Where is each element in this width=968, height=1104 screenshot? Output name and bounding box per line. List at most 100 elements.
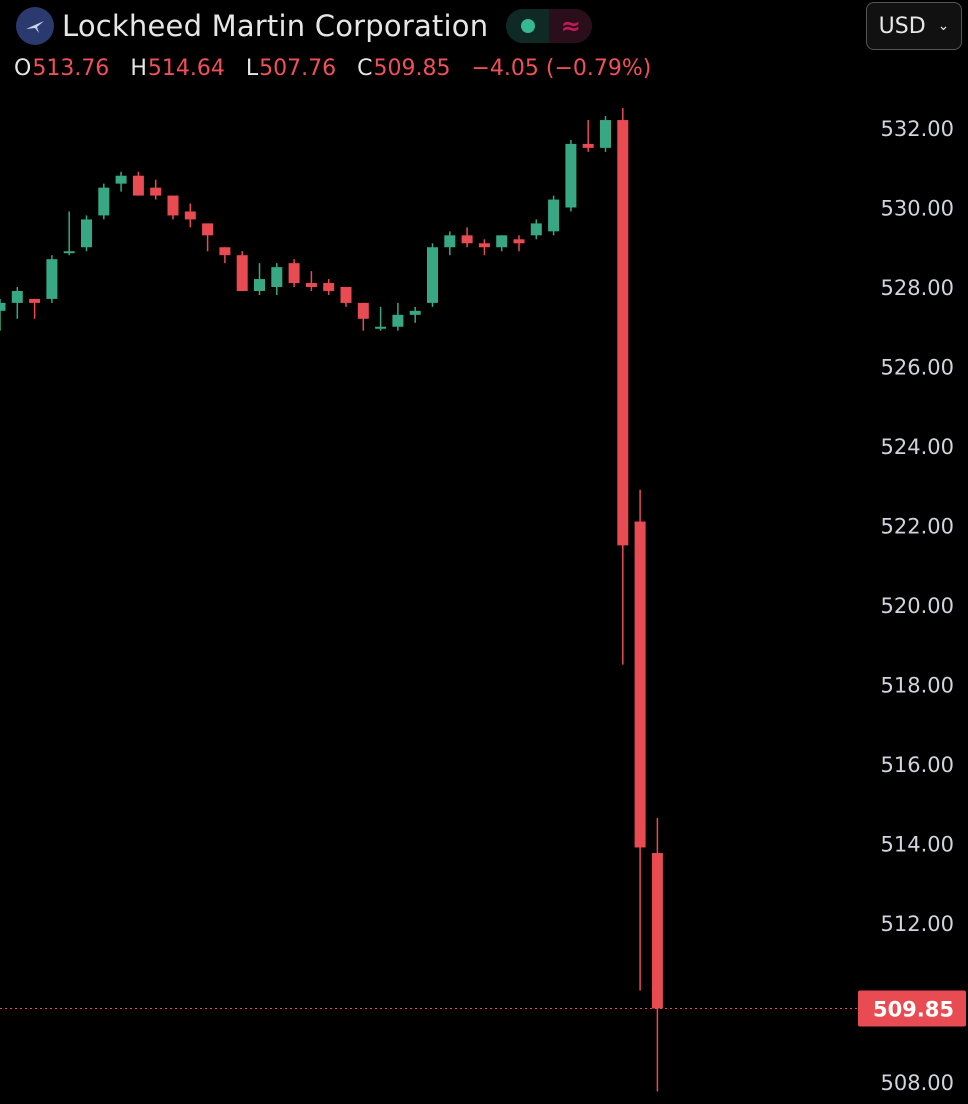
candle-body [81,219,92,248]
candle-body [582,143,594,148]
candle[interactable] [496,235,508,252]
candle-body [29,298,41,303]
candle[interactable] [219,247,231,264]
candle[interactable] [600,116,611,152]
candle-body [340,287,352,303]
candle[interactable] [375,306,387,331]
jet-icon [16,7,54,45]
close-label: C [357,56,373,81]
candle-body [548,199,560,232]
status-pill[interactable]: ≈ [506,9,593,43]
live-dot-icon [520,19,535,33]
candle[interactable] [167,195,179,220]
candle-body [132,175,144,196]
candles-layer [0,108,663,1092]
candle[interactable] [271,263,283,295]
candle[interactable] [63,211,75,256]
price-tick-label: 528.00 [881,276,954,300]
candle-body [496,235,508,248]
low-label: L [245,56,259,81]
candle[interactable] [98,183,110,220]
candle[interactable] [150,179,162,200]
candle[interactable] [530,219,542,240]
candle[interactable] [634,489,646,991]
candle[interactable] [548,195,560,236]
candle-body [288,263,300,284]
candle-body [617,120,629,546]
price-tick-label: 516.00 [881,753,954,777]
candle-body [254,279,265,291]
candle-body [565,143,577,208]
candle[interactable] [582,120,594,152]
candle-body [115,175,127,184]
candle-body [444,235,456,248]
candle[interactable] [184,203,196,228]
candle[interactable] [11,287,23,319]
candle[interactable] [392,302,404,331]
open-value: 513.76 [32,56,110,81]
candle[interactable] [323,279,335,295]
candle[interactable] [0,298,6,331]
candle-body [600,120,611,148]
candle[interactable] [651,818,663,1092]
last-price-layer: 509.85 [0,990,966,1027]
candle[interactable] [513,235,525,252]
candle-body [305,283,317,287]
candle-body [530,223,542,236]
candle[interactable] [132,171,144,196]
wave-icon: ≈ [560,12,581,40]
low-value: 507.76 [259,56,337,81]
change-value: −4.05 (−0.79%) [471,56,652,81]
candle[interactable] [115,171,127,192]
candle[interactable] [46,255,58,303]
last-price-label: 509.85 [873,997,954,1021]
candle-body [634,521,646,848]
candle[interactable] [305,271,317,291]
candle[interactable] [202,223,214,252]
candle[interactable] [409,306,421,323]
candle-body [150,187,162,196]
candle-body [357,302,369,319]
candle[interactable] [236,251,248,291]
close-value: 509.85 [373,56,451,81]
price-tick-label: 522.00 [881,515,954,539]
open-label: O [14,56,32,81]
candle-body [323,283,335,291]
symbol-title[interactable]: Lockheed Martin Corporation [62,9,489,43]
candle-body [271,267,283,287]
candle-body [392,314,404,327]
last-price-badge [858,990,966,1027]
price-tick-label: 520.00 [881,594,954,618]
candle[interactable] [461,227,473,248]
price-axis[interactable]: 532.00 530.00 528.00 526.00 524.00 522.00 520.… [881,117,954,1095]
candle[interactable] [81,215,92,252]
candle-body [184,211,196,220]
chevron-down-icon: ⌄ [937,18,950,34]
candle-body [478,243,490,248]
candle[interactable] [357,302,369,331]
candle[interactable] [254,263,265,295]
candle-body [202,223,214,236]
price-tick-label: 518.00 [881,674,954,698]
candle-body [513,239,525,244]
candle[interactable] [29,298,41,319]
candle[interactable] [340,287,352,307]
candle[interactable] [427,243,438,307]
candle-body [0,302,6,311]
price-tick-label: 524.00 [881,435,954,459]
candle[interactable] [478,239,490,256]
candle-body [98,187,110,216]
price-tick-label: 514.00 [881,833,954,857]
high-value: 514.64 [147,56,225,81]
currency-select[interactable]: USD ⌄ [866,2,962,50]
candle-body [167,195,179,216]
candle-body [375,326,387,329]
candle-body [427,247,438,303]
candle[interactable] [565,139,577,212]
candle-body [409,310,421,315]
candle-body [46,259,58,299]
candle[interactable] [288,259,300,287]
candle[interactable] [617,108,629,665]
candle[interactable] [444,231,456,256]
